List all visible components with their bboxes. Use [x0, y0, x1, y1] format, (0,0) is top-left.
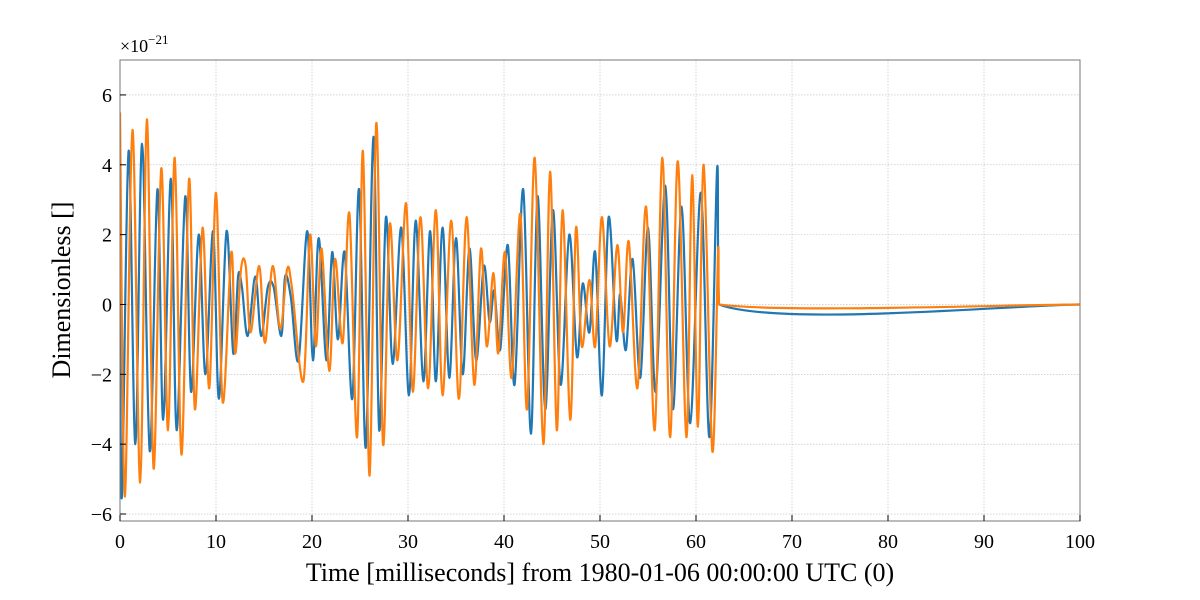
- x-tick-label: 0: [115, 531, 125, 553]
- x-tick-label: 100: [1065, 531, 1095, 553]
- x-tick-label: 30: [398, 531, 418, 553]
- x-tick-label: 80: [878, 531, 898, 553]
- x-axis-label: Time [milliseconds] from 1980-01-06 00:0…: [306, 558, 894, 587]
- y-tick-label: −6: [91, 504, 112, 526]
- x-tick-label: 10: [206, 531, 226, 553]
- y-tick-label: −4: [91, 434, 112, 456]
- series-line: [120, 112, 1080, 498]
- y-tick-label: 6: [102, 85, 112, 107]
- x-tick-label: 90: [974, 531, 994, 553]
- y-tick-label: 4: [102, 155, 112, 177]
- y-tick-label: 2: [102, 225, 112, 247]
- x-tick-label: 40: [494, 531, 514, 553]
- y-tick-label: 0: [102, 294, 112, 316]
- x-tick-label: 20: [302, 531, 322, 553]
- y-scale-label: ×10−21: [120, 32, 169, 56]
- y-tick-label: −2: [91, 364, 112, 386]
- grid: [119, 60, 1081, 521]
- y-axis-label: Dimensionless []: [47, 202, 76, 379]
- x-tick-label: 60: [686, 531, 706, 553]
- y-scale-base: ×10: [120, 36, 148, 56]
- x-tick-label: 50: [590, 531, 610, 553]
- y-scale-exponent: −21: [148, 32, 168, 47]
- ticks: 0 10 20 30 40 50 60 70 80 90 100 −6 −4 −2 0 2 4 6: [91, 85, 1095, 553]
- x-tick-label: 70: [782, 531, 802, 553]
- plot-lines: [120, 112, 1080, 500]
